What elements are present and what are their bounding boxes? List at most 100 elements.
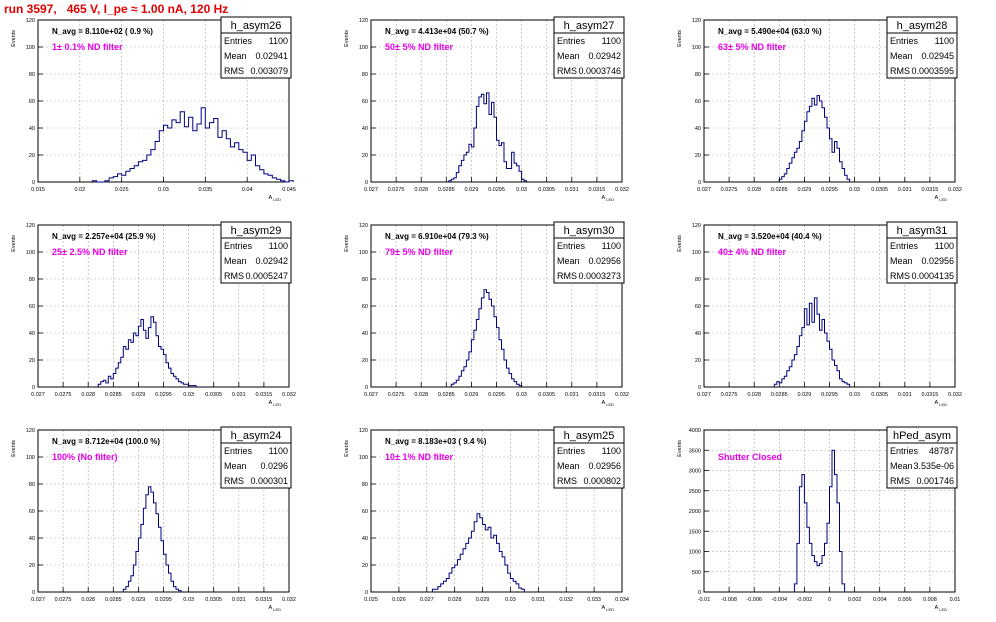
y-tick-label: 0 <box>698 180 701 186</box>
y-tick-label: 120 <box>359 428 368 434</box>
histogram-panel: 0.027 0.0275 0.028 0.0285 0.029 0.0295 0.03 0.0… <box>344 221 629 407</box>
x-tick-label: 0.0315 <box>255 597 272 603</box>
x-tick-label: 0.027 <box>697 187 711 193</box>
stats-value: 0.0003273 <box>578 271 621 281</box>
x-tick-label: 0.03 <box>505 597 516 603</box>
stats-value: 0.02956 <box>588 256 621 266</box>
x-tick-label: 0.0285 <box>771 187 788 193</box>
y-tick-label: 1000 <box>689 550 701 556</box>
y-tick-label: 120 <box>692 18 701 24</box>
stats-box <box>886 32 958 79</box>
y-tick-label: 120 <box>26 223 35 229</box>
x-tick-label: -0.002 <box>797 597 813 603</box>
stats-value: 1100 <box>269 446 288 456</box>
x-tick-label: 0.0285 <box>771 392 788 398</box>
x-tick-label: 0.027 <box>31 597 45 603</box>
stats-value: 1100 <box>602 241 621 251</box>
x-tick-label: 0.028 <box>747 392 761 398</box>
x-axis-label: ALED <box>935 195 948 202</box>
x-tick-label: 0.031 <box>232 392 246 398</box>
x-tick-label: 0.02 <box>74 187 85 193</box>
x-axis-label: ALED <box>935 400 948 407</box>
x-tick-label: 0.032 <box>615 392 629 398</box>
x-tick-label: 0.028 <box>81 597 95 603</box>
filter-note: 100% (No filter) <box>52 452 118 462</box>
x-tick-label: 0.0295 <box>488 392 505 398</box>
navg-label: N_avg = 8.110e+02 ( 0.9 %) <box>52 27 153 36</box>
filter-note: 63± 5% ND filter <box>718 42 786 52</box>
stats-value: 1100 <box>269 241 288 251</box>
y-tick-label: 100 <box>359 45 368 51</box>
stats-label: Mean <box>224 256 247 266</box>
histogram-line <box>773 297 851 387</box>
x-axis-label-sub: LED <box>606 197 614 202</box>
stats-value: 1100 <box>935 241 954 251</box>
histogram-title: h_asym31 <box>897 225 948 237</box>
stats-value: 0.02942 <box>255 256 288 266</box>
stats-label: RMS <box>890 271 910 281</box>
y-tick-label: 4000 <box>689 428 701 434</box>
x-axis-label: ALED <box>269 195 282 202</box>
x-axis-label-sub: LED <box>939 607 947 612</box>
y-tick-label: 80 <box>695 72 701 78</box>
x-tick-label: 0.0275 <box>55 597 72 603</box>
stats-value: 0.0004135 <box>911 271 954 281</box>
x-tick-label: 0.04 <box>242 187 253 193</box>
stats-label: Mean <box>557 256 580 266</box>
stats-label: Entries <box>224 241 253 251</box>
x-tick-label: 0.032 <box>559 597 573 603</box>
x-tick-label: 0.015 <box>31 187 45 193</box>
navg-label: N_avg = 6.910e+04 (79.3 %) <box>385 232 489 241</box>
stats-value: 1100 <box>602 36 621 46</box>
histogram-line <box>431 513 525 592</box>
y-tick-label: 40 <box>362 536 368 542</box>
filter-note: Shutter Closed <box>718 452 782 462</box>
x-tick-label: 0.034 <box>615 597 629 603</box>
navg-label: N_avg = 3.520e+04 (40.4 %) <box>718 232 822 241</box>
x-tick-label: 0.031 <box>232 597 246 603</box>
y-tick-label: 20 <box>29 153 35 159</box>
x-axis-label-sub: LED <box>273 607 281 612</box>
x-tick-label: 0.0285 <box>105 597 122 603</box>
y-tick-label: 80 <box>29 72 35 78</box>
x-tick-label: 0.0315 <box>255 392 272 398</box>
x-tick-label: 0.027 <box>364 187 378 193</box>
stats-label: RMS <box>224 66 244 76</box>
stats-value: 0.001746 <box>916 476 954 486</box>
filter-note: 1± 0.1% ND filter <box>52 42 123 52</box>
x-tick-label: 0.031 <box>898 392 912 398</box>
x-tick-label: 0.03 <box>849 392 860 398</box>
y-tick-label: 120 <box>692 223 701 229</box>
y-tick-label: 40 <box>29 536 35 542</box>
x-tick-label: 0.031 <box>565 187 579 193</box>
stats-label: RMS <box>557 476 577 486</box>
x-tick-label: 0.027 <box>31 392 45 398</box>
x-axis-label: ALED <box>269 400 282 407</box>
x-tick-label: 0.027 <box>364 392 378 398</box>
y-tick-label: 100 <box>359 250 368 256</box>
x-tick-label: 0.028 <box>747 187 761 193</box>
histogram-line <box>122 486 182 592</box>
x-tick-label: 0.0275 <box>721 187 738 193</box>
y-axis-label: Events <box>677 440 683 457</box>
y-tick-label: 100 <box>692 250 701 256</box>
y-axis-label: Events <box>11 440 17 457</box>
histogram-title: h_asym27 <box>564 20 615 32</box>
x-tick-label: 0.03 <box>849 187 860 193</box>
y-tick-label: 40 <box>362 331 368 337</box>
stats-value: 0.000301 <box>250 476 288 486</box>
stats-value: 0.0003746 <box>578 66 621 76</box>
x-tick-label: 0.0295 <box>155 392 172 398</box>
y-tick-label: 0 <box>698 385 701 391</box>
x-tick-label: 0.032 <box>282 392 296 398</box>
stats-value: 0.02941 <box>255 51 288 61</box>
x-tick-label: 0.0305 <box>538 187 555 193</box>
navg-label: N_avg = 5.490e+04 (63.0 %) <box>718 27 822 36</box>
y-tick-label: 2500 <box>689 489 701 495</box>
y-axis-label: Events <box>677 235 683 252</box>
stats-label: Mean <box>890 51 913 61</box>
x-tick-label: 0.025 <box>364 597 378 603</box>
x-tick-label: 0.0275 <box>388 392 405 398</box>
x-tick-label: -0.006 <box>746 597 762 603</box>
